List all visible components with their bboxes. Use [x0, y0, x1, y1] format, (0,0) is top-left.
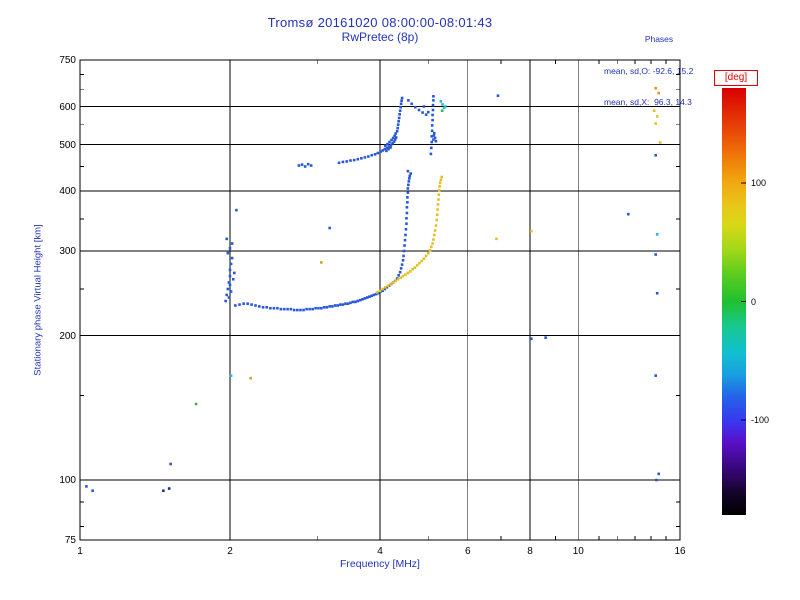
phase-stats-x-line: mean, sd,X: 96.3, 14.3: [604, 97, 692, 107]
series-stray-orange: [654, 86, 660, 95]
x-tick-label: 1: [77, 546, 83, 557]
series-upper-trace: [297, 94, 500, 168]
y-tick-label: 750: [59, 55, 76, 66]
y-tick-label: 600: [59, 101, 76, 113]
series-upper-cluster-teal: [442, 106, 446, 110]
x-axis-title: Frequency [MHz]: [340, 558, 420, 570]
y-tick-label: 400: [59, 186, 76, 198]
phase-stats-block: Phases mean, sd,O: -92.6, 15.2 mean, sd,…: [604, 13, 714, 129]
scatter-points: [85, 86, 662, 493]
series-e-region-scatter: [224, 208, 238, 303]
y-tick-label: 75: [64, 535, 76, 546]
x-tick-label: 8: [527, 546, 533, 557]
y-tick-label: 500: [59, 139, 76, 151]
series-stray-blue: [85, 153, 660, 493]
grid-lines: [80, 60, 680, 540]
x-tick-label: 2: [227, 546, 233, 557]
series-stray-green: [194, 402, 198, 406]
phase-stats-o-line: mean, sd,O: -92.6, 15.2: [604, 65, 694, 76]
x-tick-label: 16: [674, 546, 686, 557]
series-f-trace-x: [375, 175, 444, 294]
series-stray-gold: [249, 261, 323, 380]
series-upper-cluster-cyan: [439, 100, 447, 108]
colorbar-tick-label: -100: [751, 415, 770, 426]
colorbar-title: [deg]: [714, 70, 758, 86]
series-stray-yellow: [495, 109, 662, 241]
colorbar-tick-label: 0: [751, 296, 757, 307]
x-tick-label: 10: [572, 546, 584, 557]
y-axis-title-text: Stationary phase Virtual Height [km]: [32, 224, 44, 376]
y-tick-label: 100: [59, 475, 76, 487]
colorbar: [722, 88, 746, 515]
series-stray-navy: [162, 487, 171, 493]
colorbar-tick-label: 100: [751, 177, 767, 188]
y-tick-label: 200: [59, 330, 76, 342]
plot-subtitle: RwPretec (8p): [341, 30, 419, 44]
y-tick-label: 300: [59, 246, 76, 257]
plot-title: Tromsø 20161020 08:00:00-08:01:43: [267, 15, 493, 30]
tick-marks: [79, 59, 681, 541]
phase-stats-header: Phases: [644, 34, 674, 44]
series-upper-cluster-green: [440, 109, 444, 113]
series-stray-cyan: [229, 233, 659, 377]
x-tick-label: 4: [377, 546, 383, 557]
x-tick-label: 6: [464, 546, 471, 557]
